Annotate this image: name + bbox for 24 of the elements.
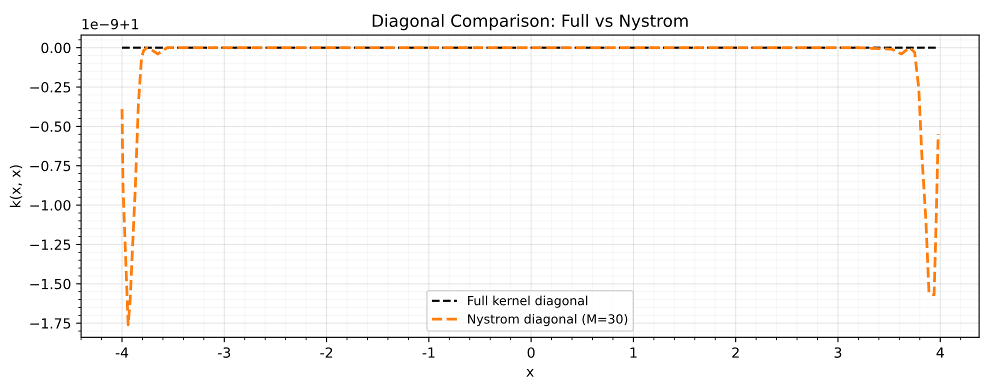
y-tick-label: −1.25 — [30, 239, 70, 250]
x-tick-label: 3 — [834, 347, 842, 358]
x-tick-label: 0 — [528, 347, 535, 358]
x-tick-label: 4 — [936, 348, 944, 358]
x-tick-label: -2 — [320, 347, 332, 358]
y-tick-label: −1.50 — [30, 278, 70, 290]
x-axis-title: x — [526, 369, 534, 377]
y-tick-label: −0.25 — [30, 82, 70, 93]
chart-title: Diagonal Comparison: Full vs Nystrom — [372, 14, 688, 30]
x-tick-label: -3 — [218, 347, 230, 358]
line-series — [120, 46, 940, 326]
legend-label: Nystrom diagonal (M=30) — [468, 314, 628, 326]
y-tick-label: −0.75 — [30, 160, 70, 172]
x-tick-label: -1 — [422, 348, 434, 358]
x-tick-label: 2 — [732, 347, 739, 358]
y-tick-label: 0.00 — [41, 42, 70, 54]
y-tick-label: −0.50 — [30, 121, 70, 132]
text: 1e−9+1 — [82, 18, 138, 30]
x-tick-label: -4 — [116, 348, 128, 358]
y-tick-label: −1.00 — [30, 200, 70, 211]
x-tick-label: 1 — [630, 348, 637, 358]
y-axis-title: k(x, x) — [10, 165, 22, 208]
legend-label: Full kernel diagonal — [468, 296, 588, 308]
y-tick-label: −1.75 — [30, 318, 70, 329]
